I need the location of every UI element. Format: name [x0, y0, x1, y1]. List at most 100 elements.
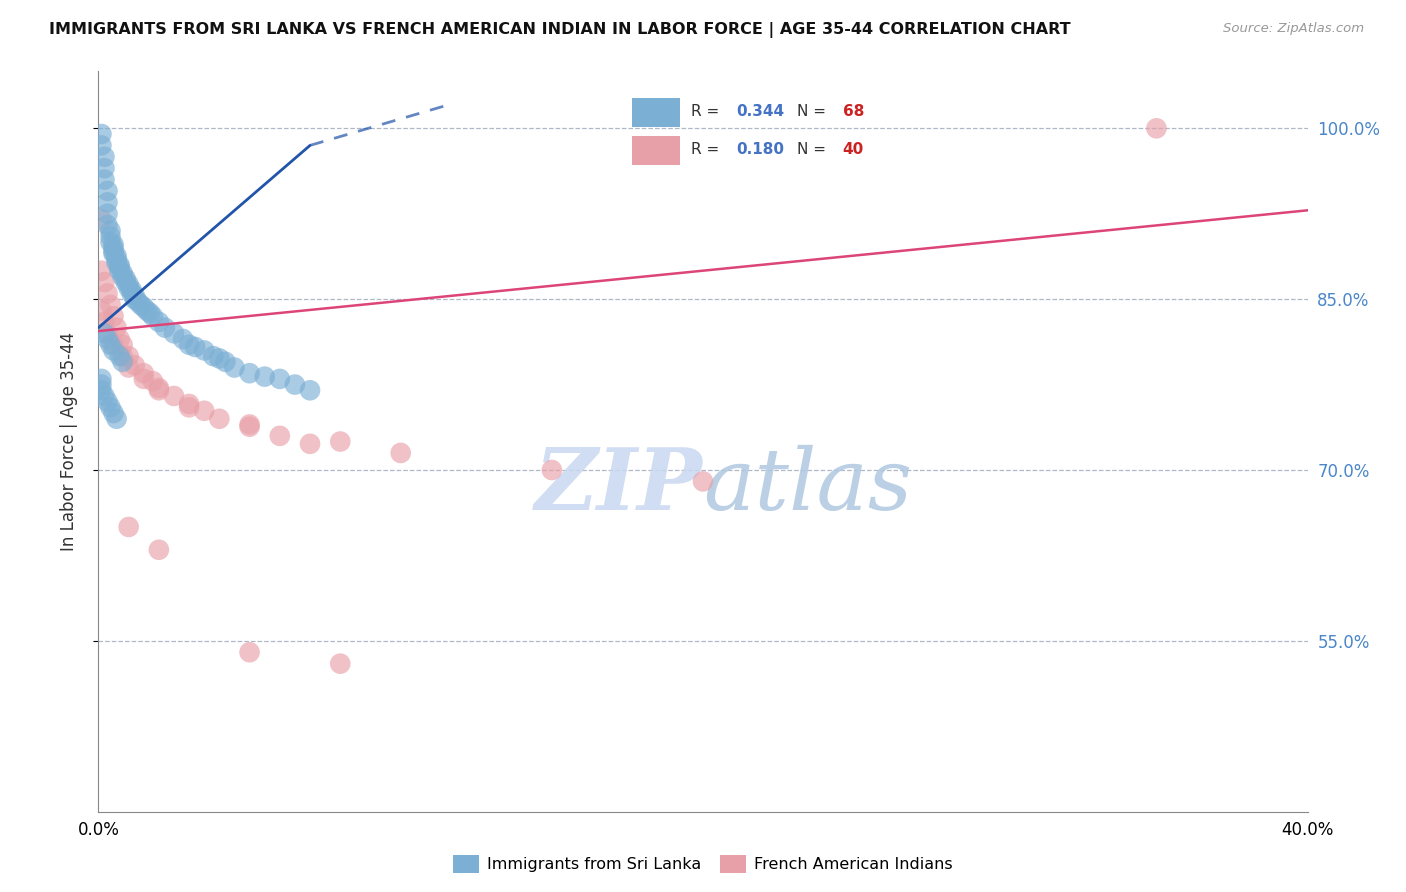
Point: [100, 224, 122, 238]
Point: [239, 419, 262, 434]
Point: [121, 286, 143, 301]
Point: [93, 275, 115, 289]
Point: [179, 401, 201, 415]
Point: [103, 241, 125, 255]
Point: [153, 320, 176, 334]
Point: [100, 298, 122, 312]
Point: [692, 475, 714, 489]
Point: [90, 263, 112, 277]
Point: [224, 360, 246, 375]
Point: [253, 369, 276, 384]
Point: [93, 172, 115, 186]
Point: [148, 542, 170, 557]
Point: [142, 374, 165, 388]
Point: [118, 281, 141, 295]
Point: [103, 310, 125, 324]
Point: [103, 343, 125, 358]
Point: [103, 406, 125, 420]
Point: [96, 184, 118, 198]
Point: [105, 252, 128, 267]
Y-axis label: In Labor Force | Age 35-44: In Labor Force | Age 35-44: [59, 332, 77, 551]
Point: [90, 377, 112, 392]
Point: [114, 275, 136, 289]
Point: [93, 150, 115, 164]
Point: [148, 381, 170, 395]
Point: [93, 389, 115, 403]
Point: [127, 294, 149, 309]
Point: [193, 343, 215, 358]
Point: [214, 355, 236, 369]
Point: [239, 366, 262, 380]
Point: [111, 337, 134, 351]
Point: [118, 349, 141, 363]
Point: [90, 212, 112, 227]
Point: [163, 326, 186, 341]
Point: [105, 249, 128, 263]
Point: [103, 237, 125, 252]
Point: [329, 657, 352, 671]
Point: [111, 269, 134, 284]
Point: [103, 246, 125, 260]
Point: [202, 349, 225, 363]
Point: [179, 397, 201, 411]
Point: [111, 349, 134, 363]
Point: [129, 298, 152, 312]
Point: [269, 372, 291, 386]
Legend: Immigrants from Sri Lanka, French American Indians: Immigrants from Sri Lanka, French Americ…: [447, 848, 959, 880]
Point: [105, 411, 128, 425]
Point: [329, 434, 352, 449]
Point: [269, 429, 291, 443]
Point: [108, 349, 131, 363]
Point: [540, 463, 562, 477]
Point: [132, 372, 155, 386]
Text: atlas: atlas: [703, 444, 912, 527]
Point: [90, 138, 112, 153]
Point: [239, 417, 262, 432]
Point: [108, 263, 131, 277]
Point: [93, 161, 115, 176]
Point: [96, 207, 118, 221]
Point: [96, 332, 118, 346]
Point: [93, 315, 115, 329]
Point: [124, 292, 146, 306]
Point: [389, 446, 412, 460]
Point: [100, 401, 122, 415]
Point: [114, 271, 136, 285]
Point: [163, 389, 186, 403]
Point: [96, 326, 118, 341]
Point: [299, 384, 322, 398]
Point: [90, 372, 112, 386]
Point: [148, 384, 170, 398]
Point: [108, 332, 131, 346]
Point: [93, 326, 115, 341]
Point: [142, 310, 165, 324]
Text: Source: ZipAtlas.com: Source: ZipAtlas.com: [1223, 22, 1364, 36]
Point: [1144, 121, 1167, 136]
Point: [135, 303, 157, 318]
Point: [90, 303, 112, 318]
Point: [111, 355, 134, 369]
Point: [132, 300, 155, 314]
Text: IMMIGRANTS FROM SRI LANKA VS FRENCH AMERICAN INDIAN IN LABOR FORCE | AGE 35-44 C: IMMIGRANTS FROM SRI LANKA VS FRENCH AMER…: [49, 22, 1071, 38]
Point: [90, 384, 112, 398]
Point: [103, 244, 125, 259]
Point: [184, 340, 207, 354]
Point: [148, 315, 170, 329]
Point: [118, 520, 141, 534]
Point: [284, 377, 307, 392]
Point: [103, 337, 125, 351]
Point: [96, 218, 118, 232]
Point: [124, 358, 146, 372]
Point: [111, 266, 134, 280]
Point: [208, 411, 231, 425]
Point: [193, 404, 215, 418]
Point: [96, 195, 118, 210]
Text: ZIP: ZIP: [536, 444, 703, 528]
Point: [118, 277, 141, 292]
Point: [124, 289, 146, 303]
Point: [100, 229, 122, 244]
Point: [90, 127, 112, 141]
Point: [108, 260, 131, 275]
Point: [208, 351, 231, 366]
Point: [96, 286, 118, 301]
